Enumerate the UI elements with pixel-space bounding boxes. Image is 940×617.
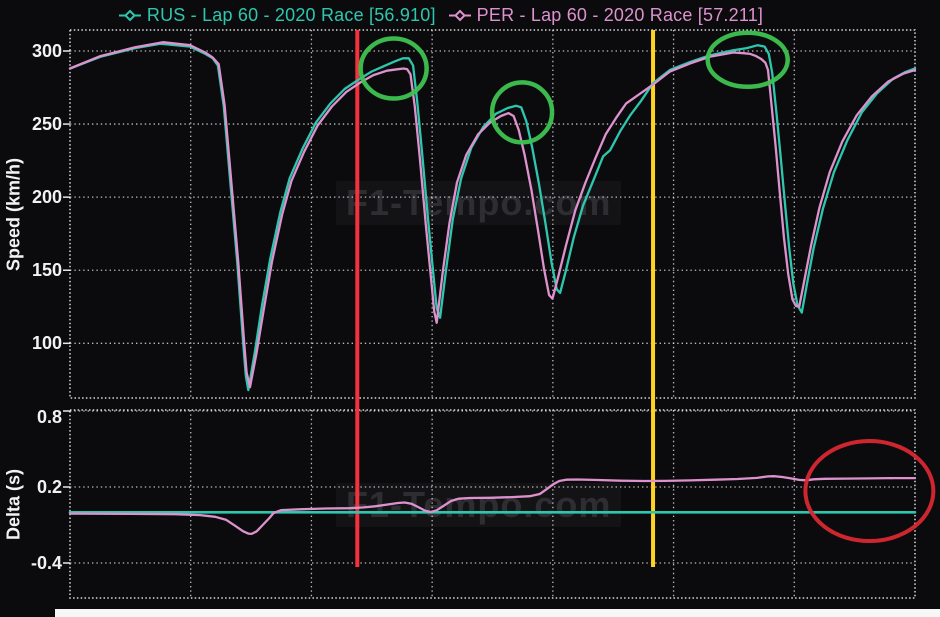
y-tick-label: 150 — [31, 260, 62, 281]
y-tick-label: -0.4 — [30, 553, 62, 573]
legend: RUS - Lap 60 - 2020 Race [56.910] PER - … — [0, 5, 882, 26]
legend-item-rus[interactable]: RUS - Lap 60 - 2020 Race [56.910] — [118, 5, 436, 26]
y-tick-label: 300 — [31, 41, 62, 61]
y-tick-label: 100 — [31, 333, 62, 354]
legend-item-per[interactable]: PER - Lap 60 - 2020 Race [57.211] — [448, 5, 764, 26]
page-background-strip — [55, 609, 940, 617]
green-annotation-ellipse — [358, 36, 429, 101]
y-tick-label: 0.2 — [36, 477, 62, 497]
per-lap-60-2020-race-trace — [68, 41, 917, 389]
rus-lap-60-2020-race-trace — [68, 42, 917, 392]
legend-label: PER - Lap 60 - 2020 Race [57.211] — [476, 5, 764, 25]
per-delta-vs-rus-trace — [68, 475, 917, 536]
y-tick-label: 0.8 — [36, 407, 62, 427]
y-tick-label: 250 — [31, 114, 62, 135]
y-tick-label: 200 — [31, 187, 62, 208]
rus-line-marker-icon — [118, 9, 141, 22]
legend-label: RUS - Lap 60 - 2020 Race [56.910] — [146, 5, 436, 25]
per-line-marker-icon — [448, 9, 471, 22]
green-annotation-ellipse — [489, 80, 555, 145]
delta-panel-border — [69, 409, 916, 599]
speed-panel-border — [69, 29, 916, 399]
red-annotation-ellipse — [803, 439, 936, 544]
green-annotation-ellipse — [705, 30, 790, 90]
watermark-top: F1-Tempo.com — [336, 181, 621, 225]
